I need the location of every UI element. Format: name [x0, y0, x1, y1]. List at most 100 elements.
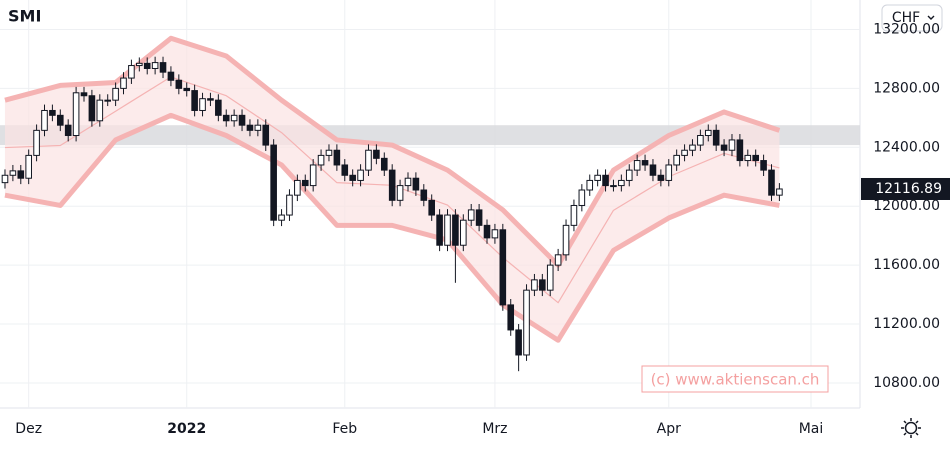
last-price-box — [861, 177, 950, 200]
candle-body — [136, 62, 143, 67]
x-tick-label: 2022 — [167, 421, 206, 437]
candle-body — [720, 144, 728, 151]
candle-body — [365, 149, 372, 171]
candle-body — [33, 129, 40, 156]
candle-body — [380, 157, 388, 171]
candle-body — [436, 214, 443, 246]
candle-body — [270, 144, 277, 221]
candle-body — [697, 135, 704, 146]
candle-body — [325, 149, 333, 156]
y-tick-label: 11600.00 — [873, 257, 940, 273]
candle-body — [444, 214, 451, 246]
candle-body — [578, 189, 586, 206]
candle-body — [254, 124, 262, 131]
candle-body — [41, 109, 48, 131]
candle-body — [112, 87, 119, 101]
candle-body — [673, 154, 680, 166]
candle-body — [452, 214, 459, 246]
y-tick-label: 12400.00 — [873, 139, 940, 155]
candle-body — [776, 188, 783, 196]
candle-body — [262, 124, 270, 146]
candle-body — [539, 279, 546, 291]
candle-body — [199, 98, 206, 111]
candle-body — [602, 174, 609, 187]
candle-body — [704, 129, 712, 137]
candle-body — [625, 169, 633, 181]
candle-body — [333, 149, 341, 166]
candle-body — [610, 185, 617, 188]
candle-body — [56, 114, 64, 126]
y-tick-label: 10800.00 — [873, 375, 940, 391]
candle-body — [96, 99, 104, 122]
candle-body — [294, 179, 301, 196]
candle-body — [9, 170, 17, 176]
y-tick-label: 11200.00 — [873, 316, 940, 332]
candle-body — [428, 199, 435, 216]
candle-body — [64, 124, 72, 137]
x-tick-label: Apr — [657, 421, 681, 437]
candle-body — [17, 170, 25, 179]
x-tick-label: Mrz — [482, 421, 507, 437]
candle-body — [460, 219, 467, 246]
currency-button[interactable] — [881, 4, 943, 32]
candle-body — [712, 129, 720, 146]
candle-body — [657, 174, 665, 181]
candle-body — [175, 79, 183, 89]
candle-body — [491, 229, 499, 239]
candle-body — [128, 65, 135, 79]
gear-ring[interactable] — [904, 421, 918, 435]
candle-body — [373, 149, 380, 159]
candle-body — [554, 254, 562, 266]
candle-body — [483, 224, 491, 239]
candle-body — [309, 164, 317, 187]
plot-area — [0, 0, 860, 408]
candle-body — [420, 189, 428, 201]
currency-label[interactable]: CHF — [892, 10, 920, 26]
candle-body — [475, 209, 483, 226]
candle-body — [768, 169, 775, 196]
candle-body — [404, 177, 412, 187]
candle-body — [523, 289, 530, 356]
candle-body — [728, 139, 736, 151]
candle-body — [317, 154, 325, 166]
candle-body — [515, 329, 522, 356]
y-tick-label: 13200.00 — [873, 21, 940, 37]
candle-body — [25, 154, 32, 179]
x-tick-label: Dez — [15, 421, 42, 437]
candle-body — [618, 179, 625, 187]
candle-body — [467, 209, 475, 221]
candle-body — [760, 160, 767, 171]
candle-body — [633, 160, 641, 171]
candle-body — [143, 62, 151, 69]
candle-body — [301, 179, 309, 187]
candle-body — [641, 160, 649, 166]
chart-title: SMI — [8, 7, 41, 26]
candle-body — [72, 92, 80, 137]
candle-body — [167, 71, 175, 81]
candle-body — [80, 92, 88, 97]
settings-icon[interactable] — [901, 418, 921, 438]
candle-body — [570, 204, 578, 226]
watermark-box — [641, 365, 829, 393]
candle-body — [349, 174, 356, 181]
candle-body — [562, 224, 570, 256]
dropdown-icon[interactable] — [927, 15, 935, 20]
band-lower — [4, 112, 780, 343]
candle-body — [546, 264, 554, 291]
y-tick-label: 12000.00 — [873, 198, 940, 214]
last-price: 12116.89 — [875, 181, 942, 197]
candle-body — [286, 194, 293, 216]
candle-body — [246, 124, 254, 131]
candle-body — [499, 229, 507, 306]
candle-body — [412, 177, 420, 191]
gear-teeth[interactable] — [901, 418, 921, 438]
candle-body — [736, 139, 744, 162]
candle-body — [49, 109, 56, 116]
candle-body — [744, 154, 752, 162]
candle-body — [104, 99, 112, 102]
candle-body — [222, 114, 230, 122]
candle-body — [388, 169, 396, 201]
candle-body — [120, 77, 127, 89]
candle-body — [507, 304, 515, 331]
watermark: (c) www.aktienscan.ch — [651, 371, 820, 389]
